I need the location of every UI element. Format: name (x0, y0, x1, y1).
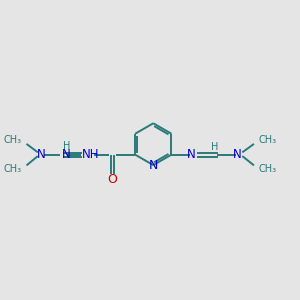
Text: H: H (63, 141, 70, 151)
Text: O: O (108, 173, 117, 186)
Text: CH₃: CH₃ (3, 135, 22, 145)
Text: H: H (211, 142, 218, 152)
Text: N: N (148, 159, 158, 172)
Text: N: N (62, 148, 71, 160)
Text: CH₃: CH₃ (3, 164, 22, 174)
Text: N: N (37, 148, 46, 160)
Text: N: N (187, 148, 196, 160)
Text: N: N (233, 148, 242, 160)
Text: CH₃: CH₃ (259, 135, 277, 145)
Text: CH₃: CH₃ (259, 164, 277, 174)
Text: NH: NH (82, 148, 100, 160)
